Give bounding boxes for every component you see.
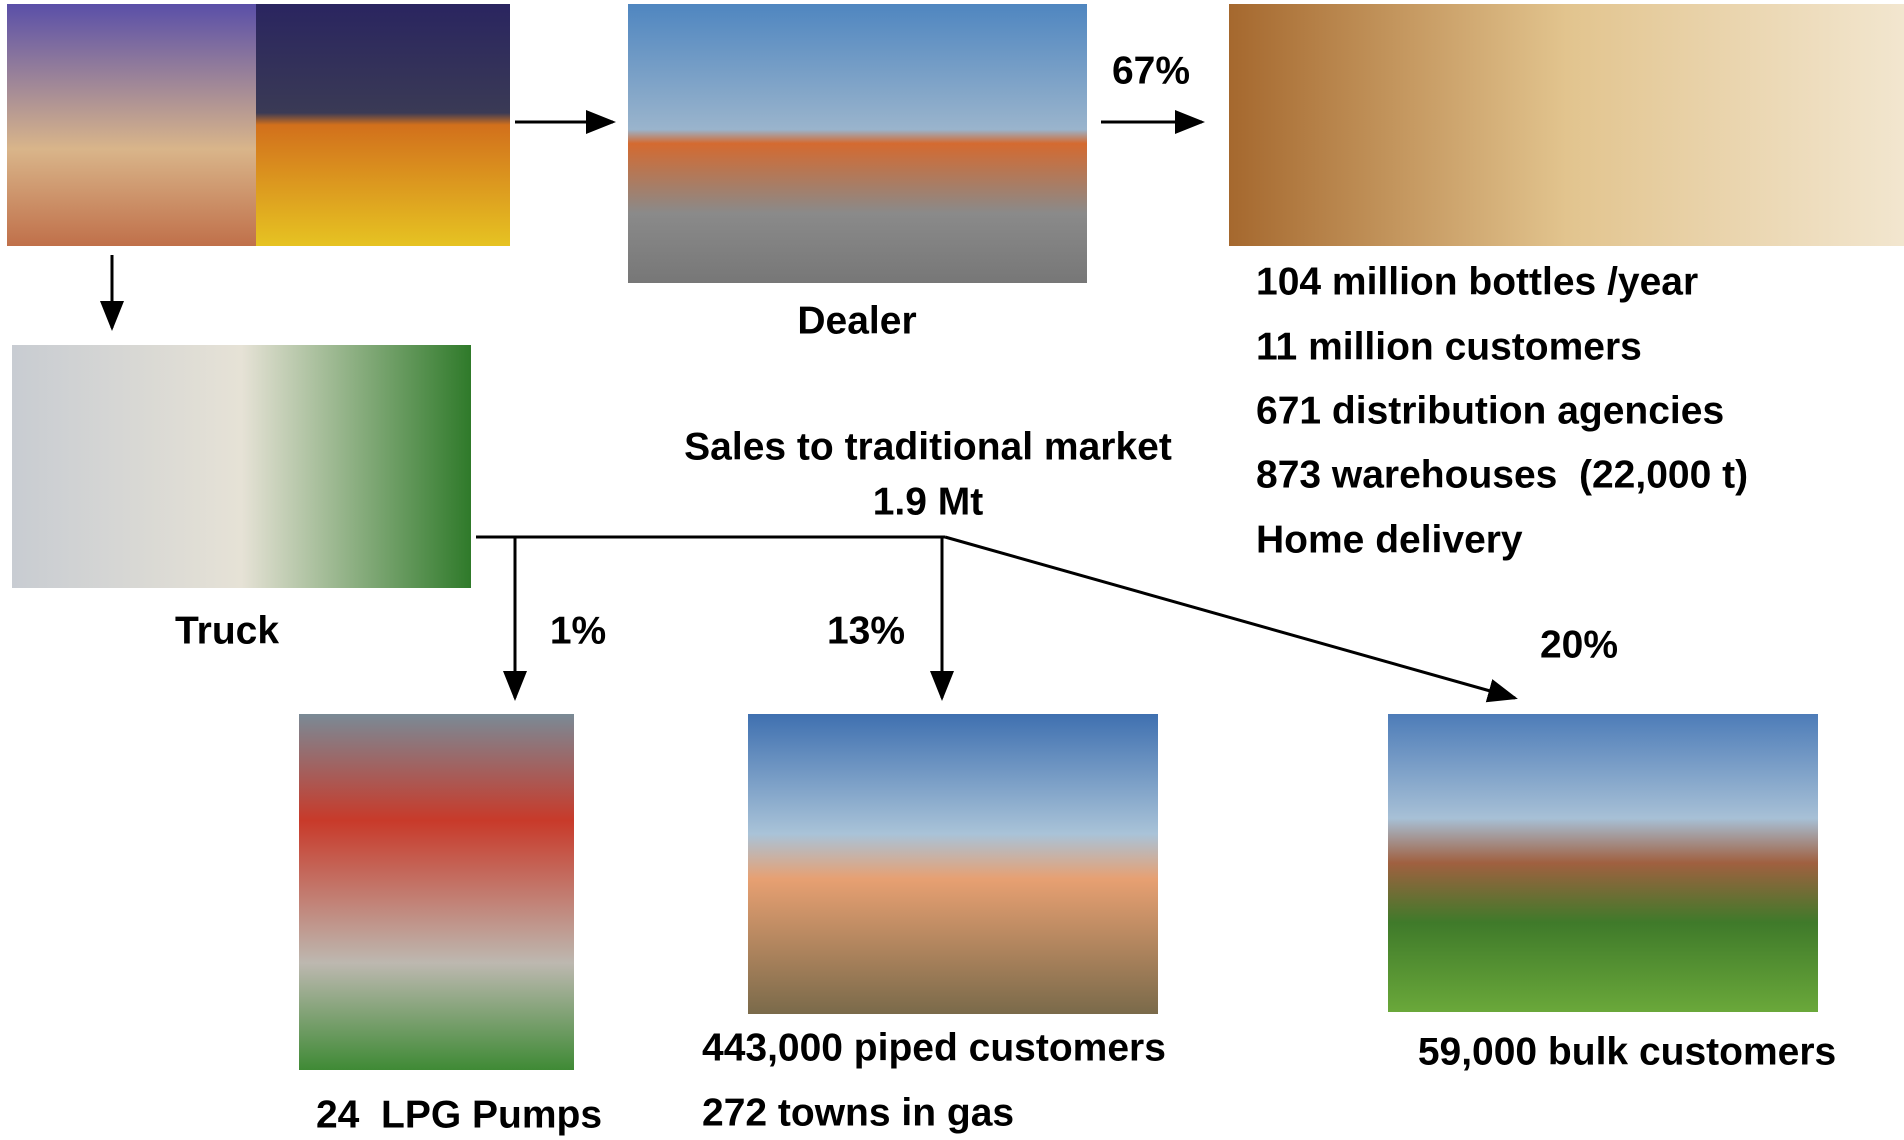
share-label: 1%: [550, 609, 606, 652]
photo-dealer-truck: [628, 4, 1087, 283]
photo-truck: [12, 345, 471, 588]
node-label: 24 LPG Pumps: [316, 1093, 602, 1136]
share-label: 20%: [1540, 623, 1618, 666]
photo-family: [1229, 4, 1904, 246]
sales-title: Sales to traditional market: [684, 425, 1172, 468]
node-label: 272 towns in gas: [702, 1091, 1014, 1134]
share-label: 13%: [827, 609, 905, 652]
photo-houses: [748, 714, 1158, 1014]
node-label: 59,000 bulk customers: [1418, 1030, 1836, 1073]
photo-bottles: [256, 4, 510, 246]
fact: 104 million bottles /year: [1256, 260, 1698, 303]
node-label: Truck: [175, 609, 279, 652]
share-label: 67%: [1112, 49, 1190, 92]
fact: 873 warehouses (22,000 t): [1256, 453, 1748, 496]
sales-amount: 1.9 Mt: [873, 480, 984, 523]
fact: Home delivery: [1256, 518, 1523, 561]
photo-storage: [7, 4, 256, 246]
node-label: Dealer: [797, 299, 916, 342]
fact: 11 million customers: [1256, 325, 1642, 368]
arrow: [944, 535, 1518, 703]
photo-pumps: [299, 714, 574, 1070]
photo-bulk: [1388, 714, 1818, 1012]
node-label: 443,000 piped customers: [702, 1026, 1166, 1069]
fact: 671 distribution agencies: [1256, 389, 1724, 432]
